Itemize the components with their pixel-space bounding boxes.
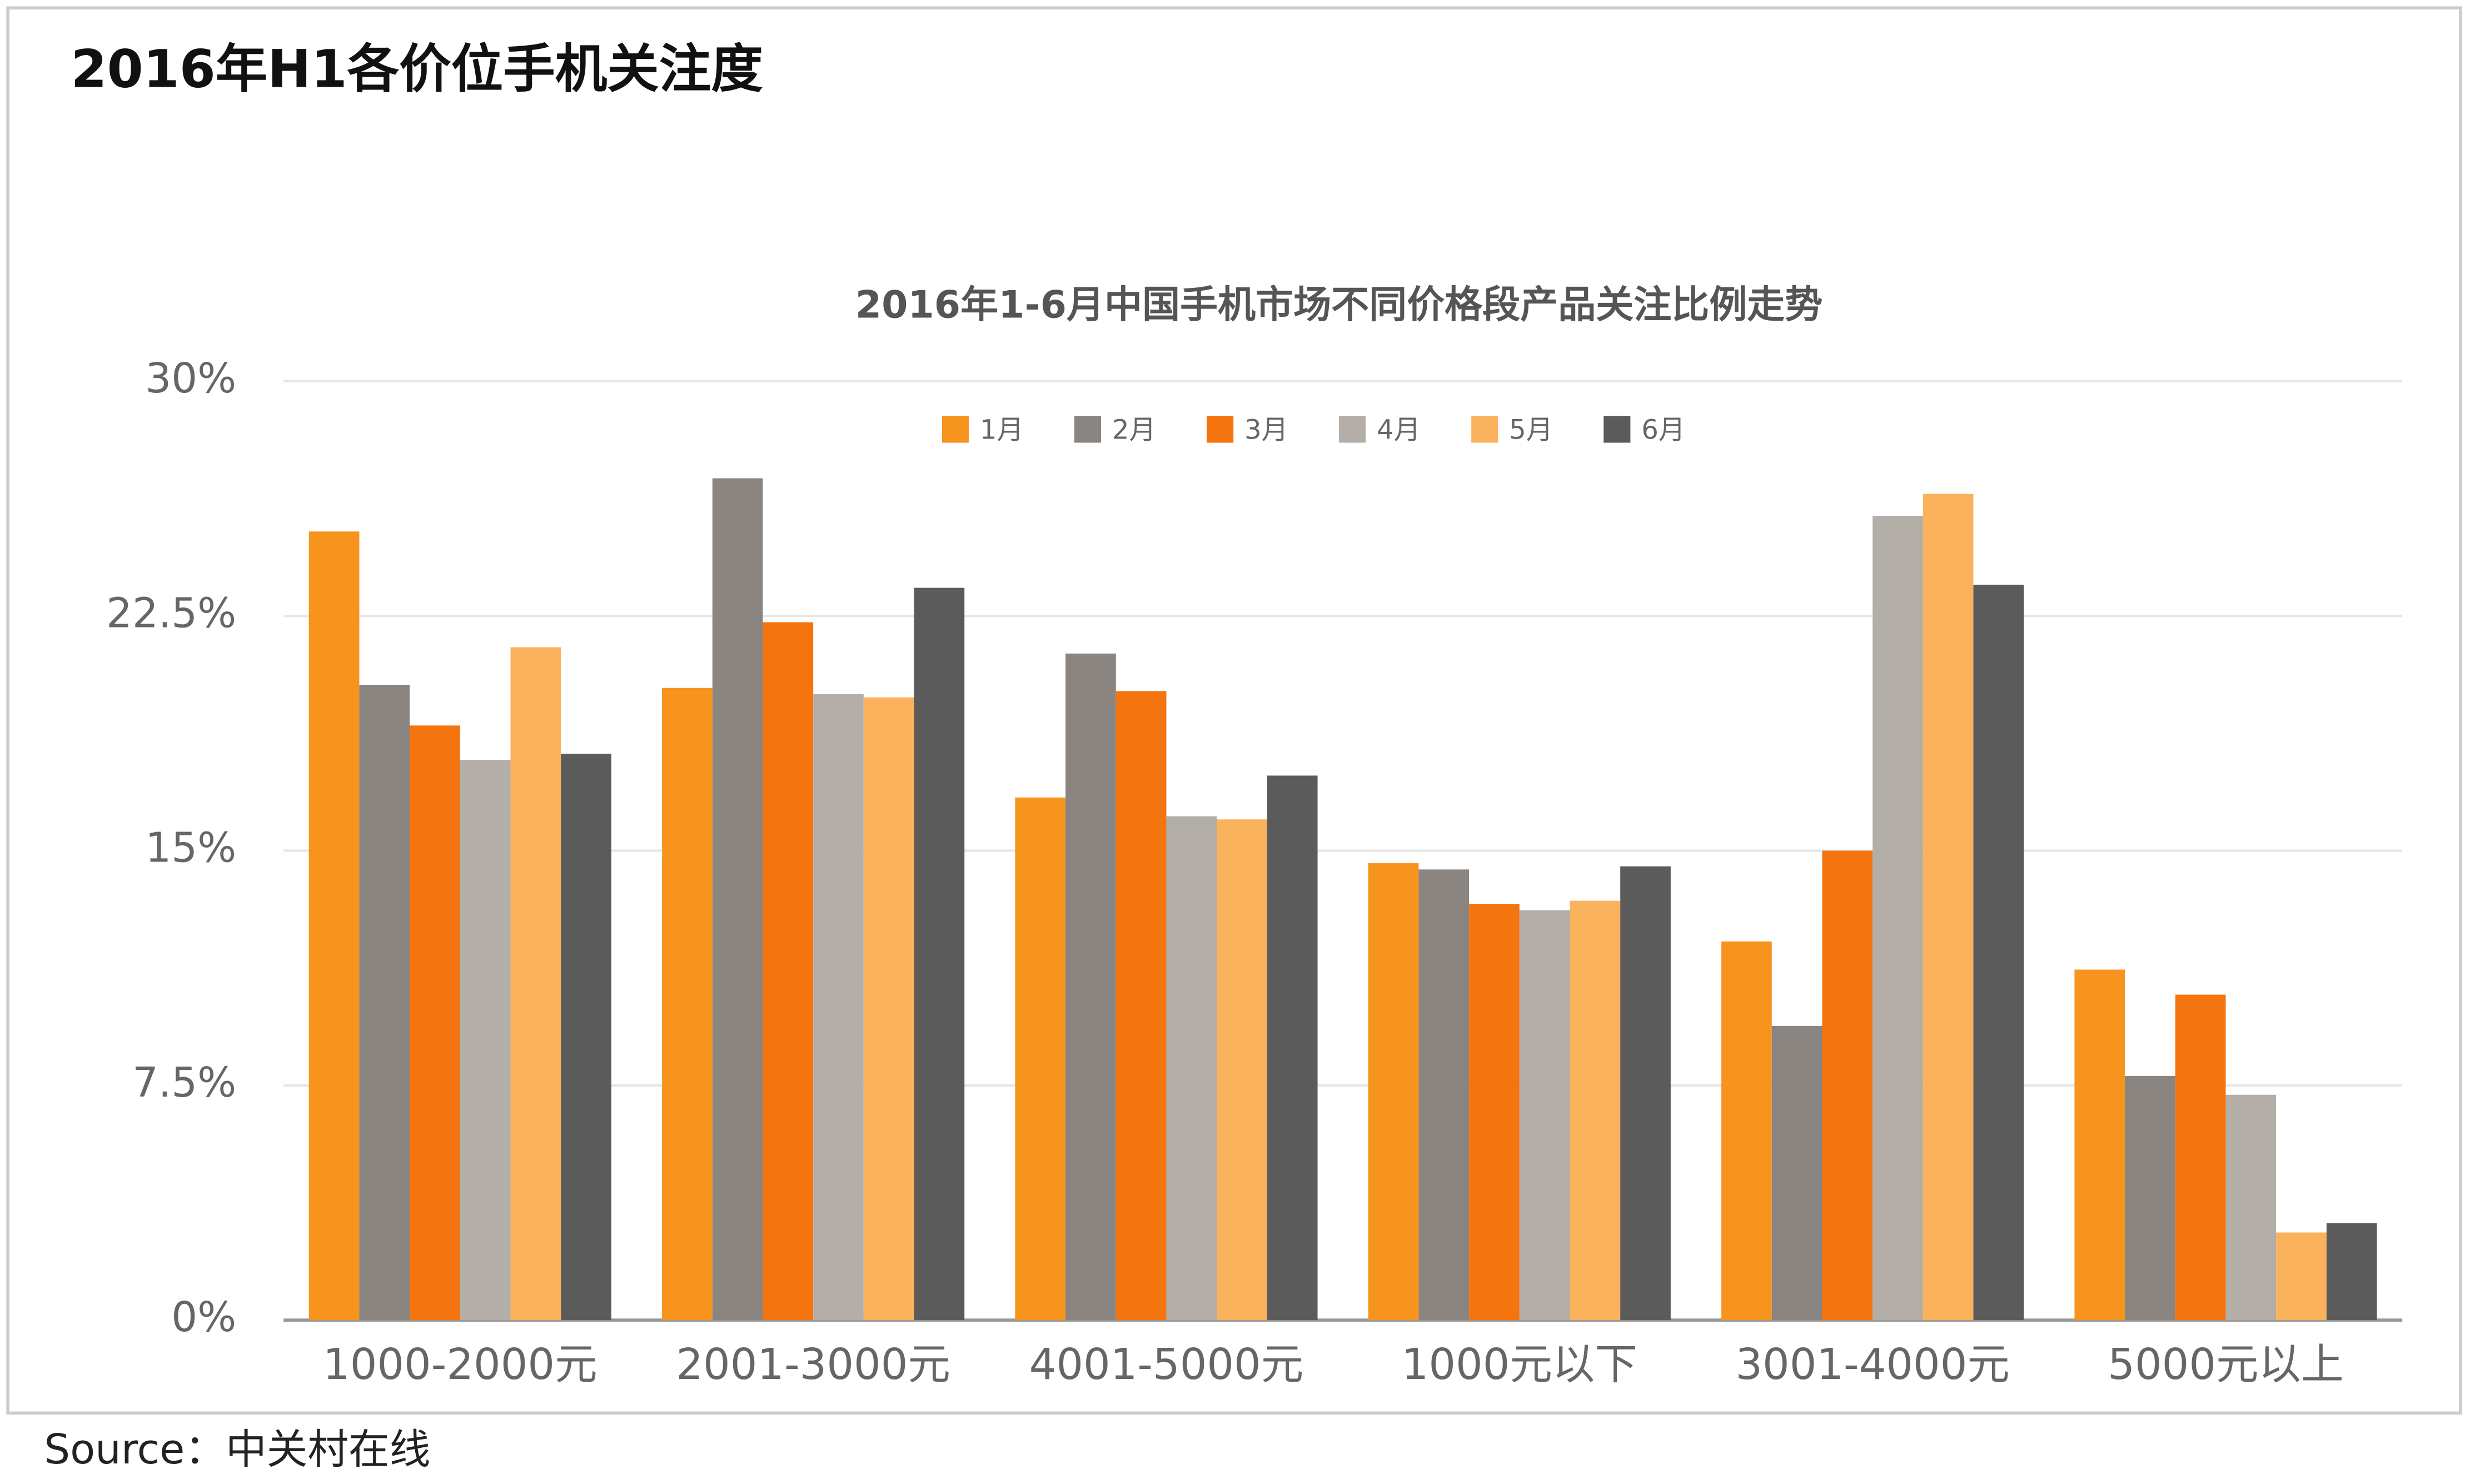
bar [1065,653,1116,1321]
bar [359,685,410,1321]
x-tick-label: 1000元以下 [1402,1340,1637,1390]
bar [2225,1094,2277,1321]
bar [1469,904,1520,1321]
x-tick-label: 1000-2000元 [323,1340,597,1390]
page-title: 2016年H1各价位手机关注度 [71,39,764,99]
bar [1923,494,1974,1321]
bar [2175,994,2226,1321]
bar [2125,1075,2175,1321]
x-tick-label: 4001-5000元 [1029,1340,1304,1390]
legend-swatch [942,416,969,443]
bar [662,688,713,1321]
bar [2276,1232,2327,1321]
bar [561,754,611,1321]
legend-swatch [1206,416,1234,443]
bar [1217,819,1267,1321]
bar [863,697,914,1321]
bar [1822,850,1873,1321]
legend-label: 2月 [1112,415,1156,446]
legend-swatch [1471,416,1498,443]
legend-swatch [1074,416,1102,443]
y-tick-label: 22.5% [106,590,236,637]
bar [2074,969,2125,1321]
bar [1873,516,1923,1321]
legend-label: 6月 [1641,415,1685,446]
bar [1368,863,1419,1321]
x-tick-label: 3001-4000元 [1735,1340,2010,1390]
bar [712,478,763,1321]
bar [510,647,561,1321]
legend-label: 5月 [1509,415,1553,446]
chart-title: 2016年1-6月中国手机市场不同价格段产品关注比例走势 [855,283,1823,327]
y-tick-label: 15% [145,825,236,872]
legend-swatch [1339,416,1366,443]
y-tick-label: 30% [145,355,236,402]
legend-label: 3月 [1244,415,1288,446]
bar [1570,900,1621,1321]
bar [410,725,460,1321]
x-tick-label: 5000元以上 [2108,1340,2343,1390]
bar [763,622,814,1321]
bar [1721,941,1772,1321]
bar [1620,866,1671,1321]
x-tick-label: 2001-3000元 [676,1340,950,1390]
bar [308,531,360,1321]
legend-label: 4月 [1377,415,1421,446]
bar [1418,869,1470,1321]
bar [1116,691,1167,1321]
bar [813,694,864,1321]
y-tick-label: 7.5% [132,1059,236,1107]
bar [2326,1223,2377,1321]
legend-label: 1月 [980,415,1024,446]
bar [1267,775,1318,1321]
legend-swatch [1603,416,1631,443]
y-tick-label: 0% [171,1294,236,1341]
bar [1771,1025,1822,1321]
bar [1015,797,1066,1321]
source: Source：中关村在线 [44,1426,430,1473]
bar [1973,584,2024,1321]
bar [914,587,965,1321]
bar [1519,910,1570,1321]
bar [1166,816,1217,1321]
bar [460,760,511,1321]
